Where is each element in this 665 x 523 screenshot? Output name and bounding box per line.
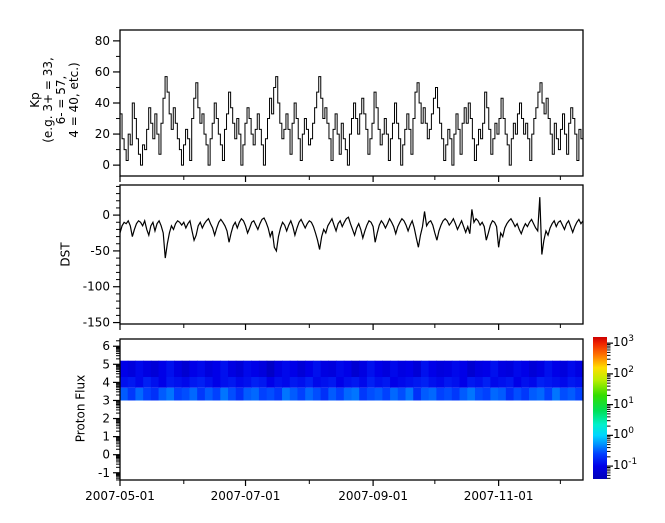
svg-text:80: 80 — [95, 34, 110, 48]
colorbar-tick-label: 102 — [613, 364, 635, 380]
svg-text:40: 40 — [95, 96, 110, 110]
svg-text:20: 20 — [95, 127, 110, 141]
x-tick-label: 2007-07-01 — [210, 489, 281, 503]
svg-text:0: 0 — [102, 208, 110, 222]
svg-text:0: 0 — [102, 448, 110, 462]
svg-text:-150: -150 — [83, 316, 110, 330]
x-tick-label: 2007-05-01 — [85, 489, 155, 503]
svg-text:-1: -1 — [98, 466, 110, 480]
svg-text:6: 6 — [102, 339, 110, 353]
svg-text:60: 60 — [95, 65, 110, 79]
colorbar-tick-label: 101 — [613, 395, 635, 411]
dst-axis-title: DST — [58, 242, 73, 267]
colorbar-tick-label: 103 — [613, 334, 635, 350]
svg-text:3: 3 — [102, 393, 110, 407]
colorbar-tick-label: 100 — [613, 426, 635, 442]
svg-text:2: 2 — [102, 412, 110, 426]
kp-axis-title: Kp (e.g. 3+ = 33, 6- = 57, 4 = 40, etc.) — [28, 57, 81, 143]
colorbar-tick-label: 10-1 — [613, 457, 638, 473]
x-tick-label: 2007-11-01 — [463, 489, 534, 503]
svg-text:-50: -50 — [90, 244, 110, 258]
svg-text:4: 4 — [102, 375, 110, 389]
svg-text:5: 5 — [102, 357, 110, 371]
svg-text:1: 1 — [102, 430, 110, 444]
x-tick-label: 2007-09-01 — [338, 489, 408, 503]
proton-flux-axis-title: Proton Flux — [73, 374, 88, 443]
svg-text:0: 0 — [102, 158, 110, 172]
svg-text:-100: -100 — [83, 280, 110, 294]
